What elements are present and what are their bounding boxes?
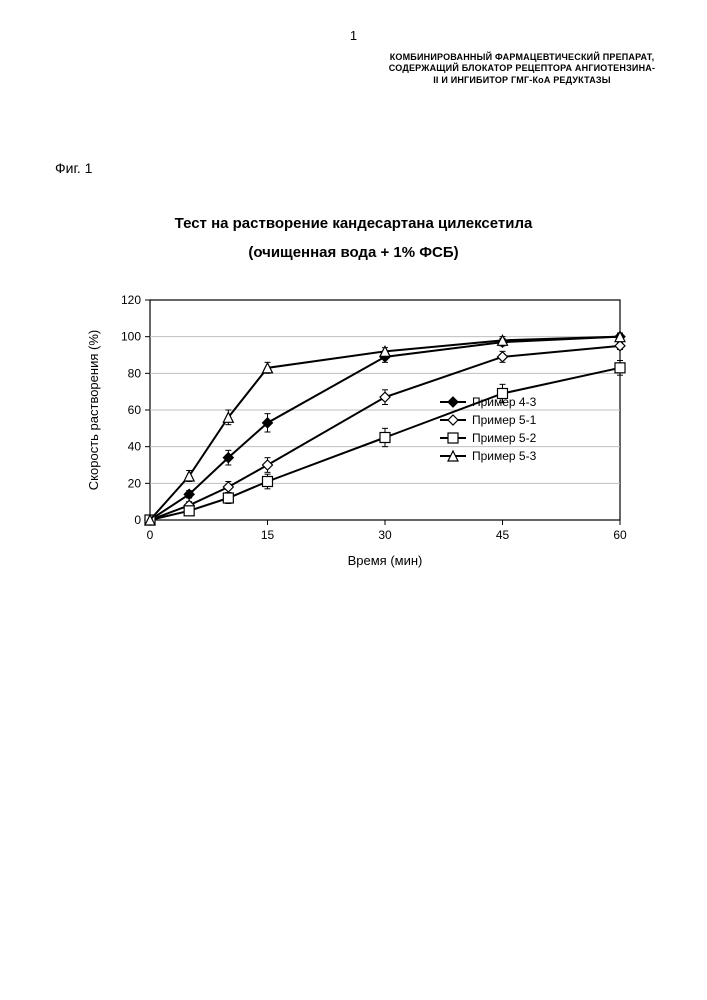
chart-title-line2: (очищенная вода + 1% ФСБ) <box>248 244 458 261</box>
svg-text:Пример 5-1: Пример 5-1 <box>472 413 537 427</box>
chart-title-line1: Тест на растворение кандесартана цилексе… <box>175 215 533 232</box>
svg-text:20: 20 <box>128 476 142 490</box>
svg-text:Пример 5-3: Пример 5-3 <box>472 449 537 463</box>
svg-text:60: 60 <box>128 403 142 417</box>
dissolution-chart: 0 20 40 60 80 100 120 0 15 30 45 60 Скорость раствор… <box>80 290 640 590</box>
svg-text:Пример 5-2: Пример 5-2 <box>472 431 537 445</box>
svg-text:60: 60 <box>613 528 627 542</box>
svg-text:Скорость растворения (%): Скорость растворения (%) <box>86 330 101 490</box>
svg-text:45: 45 <box>496 528 510 542</box>
svg-text:100: 100 <box>121 330 141 344</box>
chart-title: Тест на растворение кандесартана цилексе… <box>0 210 707 267</box>
page-number: 1 <box>0 28 707 43</box>
svg-text:15: 15 <box>261 528 275 542</box>
svg-text:Время (мин): Время (мин) <box>348 553 423 568</box>
svg-text:40: 40 <box>128 440 142 454</box>
svg-text:Пример 4-3: Пример 4-3 <box>472 395 537 409</box>
svg-text:80: 80 <box>128 366 142 380</box>
svg-text:0: 0 <box>147 528 154 542</box>
document-title-block: КОМБИНИРОВАННЫЙ ФАРМАЦЕВТИЧЕСКИЙ ПРЕПАРА… <box>387 52 657 86</box>
svg-text:0: 0 <box>134 513 141 527</box>
svg-text:30: 30 <box>378 528 392 542</box>
figure-label: Фиг. 1 <box>55 160 92 176</box>
svg-text:120: 120 <box>121 293 141 307</box>
